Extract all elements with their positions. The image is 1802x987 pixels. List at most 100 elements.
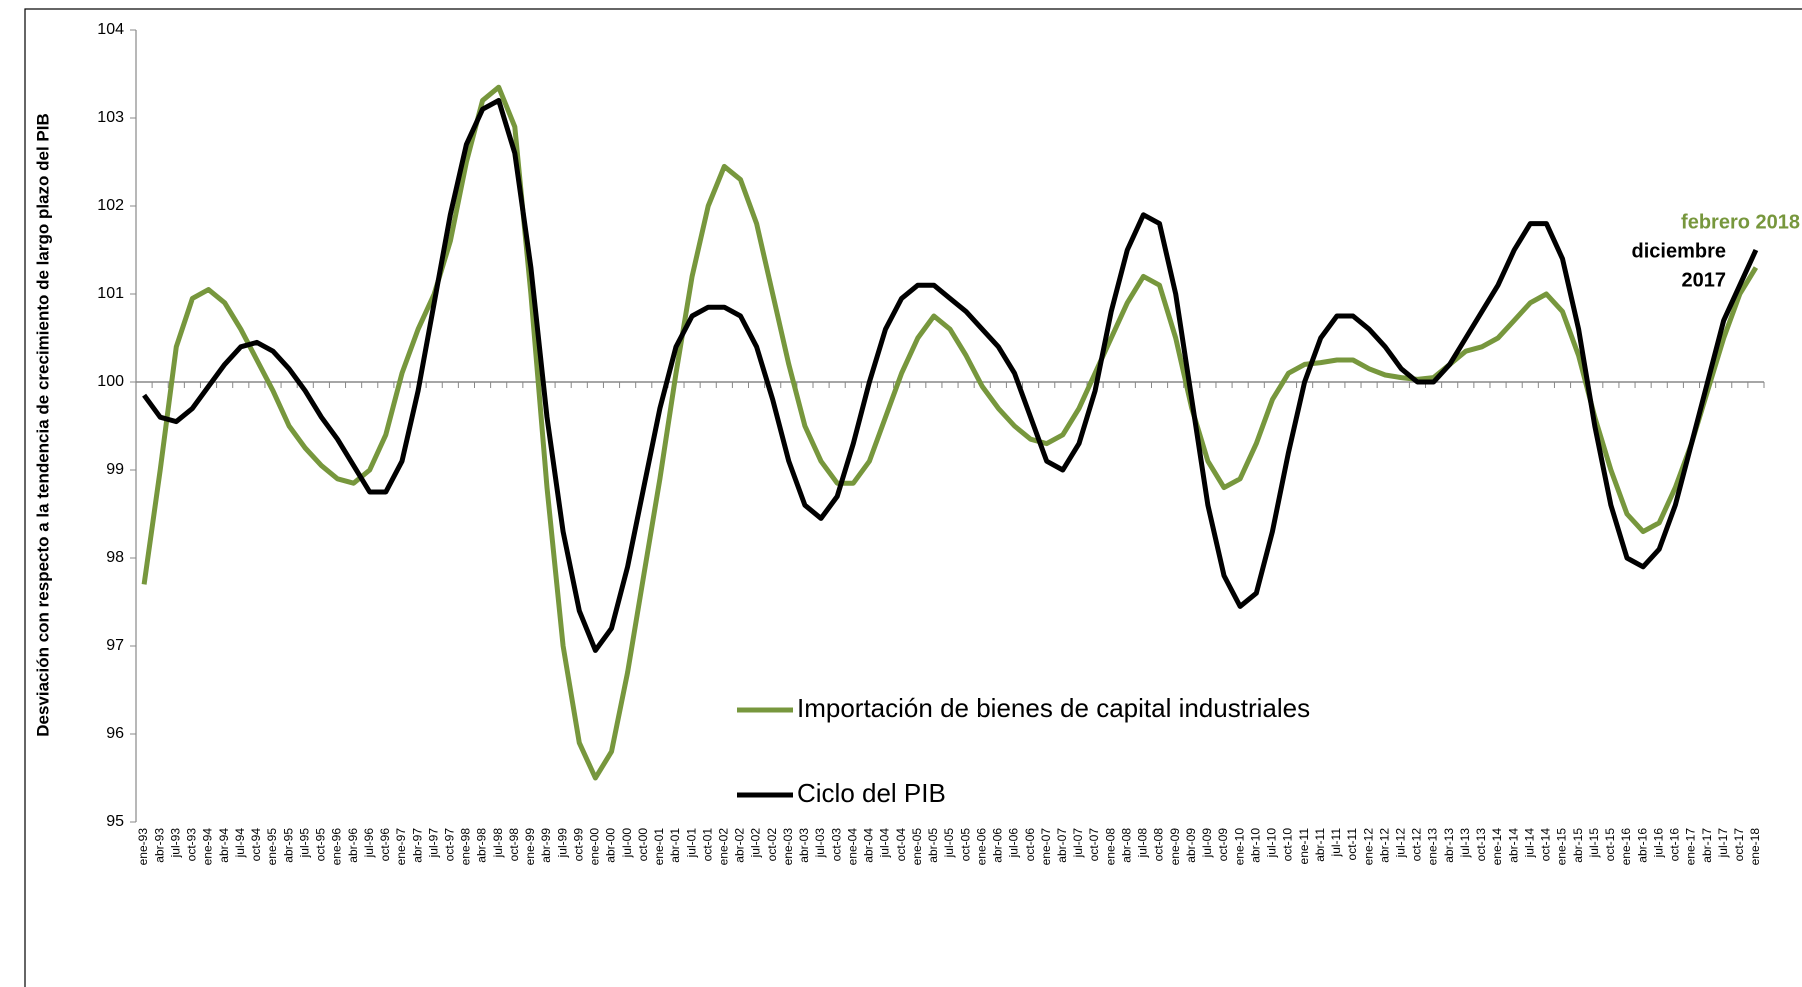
x-tick-label: ene-14 xyxy=(1490,828,1504,866)
x-tick-label: jul-13 xyxy=(1458,828,1472,859)
x-tick-label: oct-98 xyxy=(507,828,521,862)
x-tick-label: abr-11 xyxy=(1313,828,1327,862)
x-tick-label: jul-05 xyxy=(942,828,956,859)
y-axis-label: Desviación con respecto a la tendencia d… xyxy=(33,113,52,737)
x-tick-label: abr-02 xyxy=(733,828,747,863)
x-tick-label: ene-09 xyxy=(1168,828,1182,866)
x-tick-label: abr-03 xyxy=(797,828,811,863)
x-tick-label: jul-07 xyxy=(1071,828,1085,859)
x-tick-label: abr-04 xyxy=(862,828,876,863)
x-tick-label: oct-12 xyxy=(1410,828,1424,862)
y-tick-label: 101 xyxy=(97,285,124,302)
x-tick-label: ene-04 xyxy=(845,828,859,866)
x-tick-label: oct-08 xyxy=(1152,828,1166,862)
x-tick-label: abr-99 xyxy=(539,828,553,863)
x-tick-label: jul-96 xyxy=(362,828,376,859)
x-tick-label: ene-94 xyxy=(201,828,215,866)
x-tick-label: ene-98 xyxy=(459,828,473,866)
x-tick-label: abr-95 xyxy=(281,828,295,863)
x-tick-label: oct-03 xyxy=(829,828,843,862)
x-tick-label: oct-06 xyxy=(1023,828,1037,862)
x-tick-label: jul-00 xyxy=(620,828,634,859)
legend-label: Importación de bienes de capital industr… xyxy=(797,693,1310,723)
x-tick-label: jul-02 xyxy=(749,828,763,859)
x-tick-label: ene-18 xyxy=(1748,828,1762,866)
x-tick-label: oct-09 xyxy=(1216,828,1230,862)
x-tick-label: abr-15 xyxy=(1571,828,1585,863)
x-tick-label: jul-01 xyxy=(684,828,698,859)
x-tick-label: jul-11 xyxy=(1329,828,1343,858)
x-tick-label: oct-94 xyxy=(249,828,263,862)
chart-border xyxy=(24,8,1802,987)
x-tick-label: abr-14 xyxy=(1506,828,1520,863)
y-tick-label: 102 xyxy=(97,197,124,214)
y-tick-label: 97 xyxy=(106,637,124,654)
legend-label: Ciclo del PIB xyxy=(797,778,946,808)
x-tick-label: abr-06 xyxy=(991,828,1005,863)
x-tick-label: ene-99 xyxy=(523,828,537,866)
x-tick-label: abr-17 xyxy=(1700,828,1714,863)
x-tick-label: jul-94 xyxy=(233,828,247,859)
x-tick-label: oct-99 xyxy=(571,828,585,862)
x-tick-label: oct-15 xyxy=(1603,828,1617,862)
x-tick-label: oct-16 xyxy=(1668,828,1682,862)
annotation: febrero 2018 xyxy=(1681,211,1800,233)
x-tick-label: oct-17 xyxy=(1732,828,1746,862)
x-tick-label: jul-06 xyxy=(1007,828,1021,859)
x-tick-label: abr-97 xyxy=(410,828,424,863)
y-tick-label: 95 xyxy=(106,813,124,830)
x-tick-label: jul-95 xyxy=(297,828,311,859)
x-tick-label: jul-15 xyxy=(1587,828,1601,859)
x-tick-label: abr-10 xyxy=(1248,828,1262,863)
series-line xyxy=(141,84,1759,781)
x-tick-label: jul-14 xyxy=(1522,828,1536,859)
y-tick-label: 103 xyxy=(97,109,124,126)
x-tick-label: jul-97 xyxy=(426,828,440,859)
x-tick-label: ene-06 xyxy=(974,828,988,866)
x-tick-label: ene-11 xyxy=(1297,828,1311,865)
x-tick-label: abr-09 xyxy=(1184,828,1198,863)
x-tick-label: oct-00 xyxy=(636,828,650,862)
x-tick-label: jul-08 xyxy=(1136,828,1150,859)
x-tick-label: oct-10 xyxy=(1281,828,1295,862)
x-tick-label: oct-02 xyxy=(765,828,779,862)
x-tick-label: ene-12 xyxy=(1361,828,1375,866)
x-tick-label: ene-95 xyxy=(265,828,279,866)
x-tick-label: ene-00 xyxy=(588,828,602,866)
x-tick-label: oct-05 xyxy=(958,828,972,862)
x-tick-label: jul-99 xyxy=(555,828,569,859)
x-tick-label: abr-12 xyxy=(1377,828,1391,863)
y-tick-label: 99 xyxy=(106,461,124,478)
x-tick-label: ene-03 xyxy=(781,828,795,866)
x-tick-label: oct-07 xyxy=(1087,828,1101,862)
x-tick-label: abr-01 xyxy=(668,828,682,863)
x-tick-label: oct-01 xyxy=(700,828,714,862)
x-tick-label: ene-05 xyxy=(910,828,924,866)
x-tick-label: jul-10 xyxy=(1265,828,1279,859)
x-tick-label: jul-16 xyxy=(1651,828,1665,859)
x-tick-label: ene-16 xyxy=(1619,828,1633,866)
x-tick-label: ene-02 xyxy=(717,828,731,866)
x-tick-label: ene-96 xyxy=(330,828,344,866)
annotation: diciembre xyxy=(1632,240,1726,262)
x-tick-label: jul-17 xyxy=(1716,828,1730,859)
x-tick-label: ene-13 xyxy=(1426,828,1440,866)
x-tick-label: abr-16 xyxy=(1635,828,1649,863)
x-tick-label: abr-98 xyxy=(475,828,489,863)
y-tick-label: 96 xyxy=(106,725,124,742)
x-tick-label: abr-07 xyxy=(1055,828,1069,863)
x-tick-label: ene-07 xyxy=(1039,828,1053,866)
x-tick-label: ene-01 xyxy=(652,828,666,866)
y-tick-label: 100 xyxy=(97,373,124,390)
x-tick-label: abr-08 xyxy=(1119,828,1133,863)
x-tick-label: jul-93 xyxy=(168,828,182,859)
x-tick-label: ene-17 xyxy=(1684,828,1698,866)
y-tick-label: 104 xyxy=(97,21,124,38)
x-tick-label: oct-93 xyxy=(185,828,199,862)
y-tick-label: 98 xyxy=(106,549,124,566)
x-tick-label: ene-15 xyxy=(1555,828,1569,866)
x-tick-label: abr-93 xyxy=(152,828,166,863)
x-tick-label: oct-95 xyxy=(314,828,328,862)
x-tick-label: abr-96 xyxy=(346,828,360,863)
